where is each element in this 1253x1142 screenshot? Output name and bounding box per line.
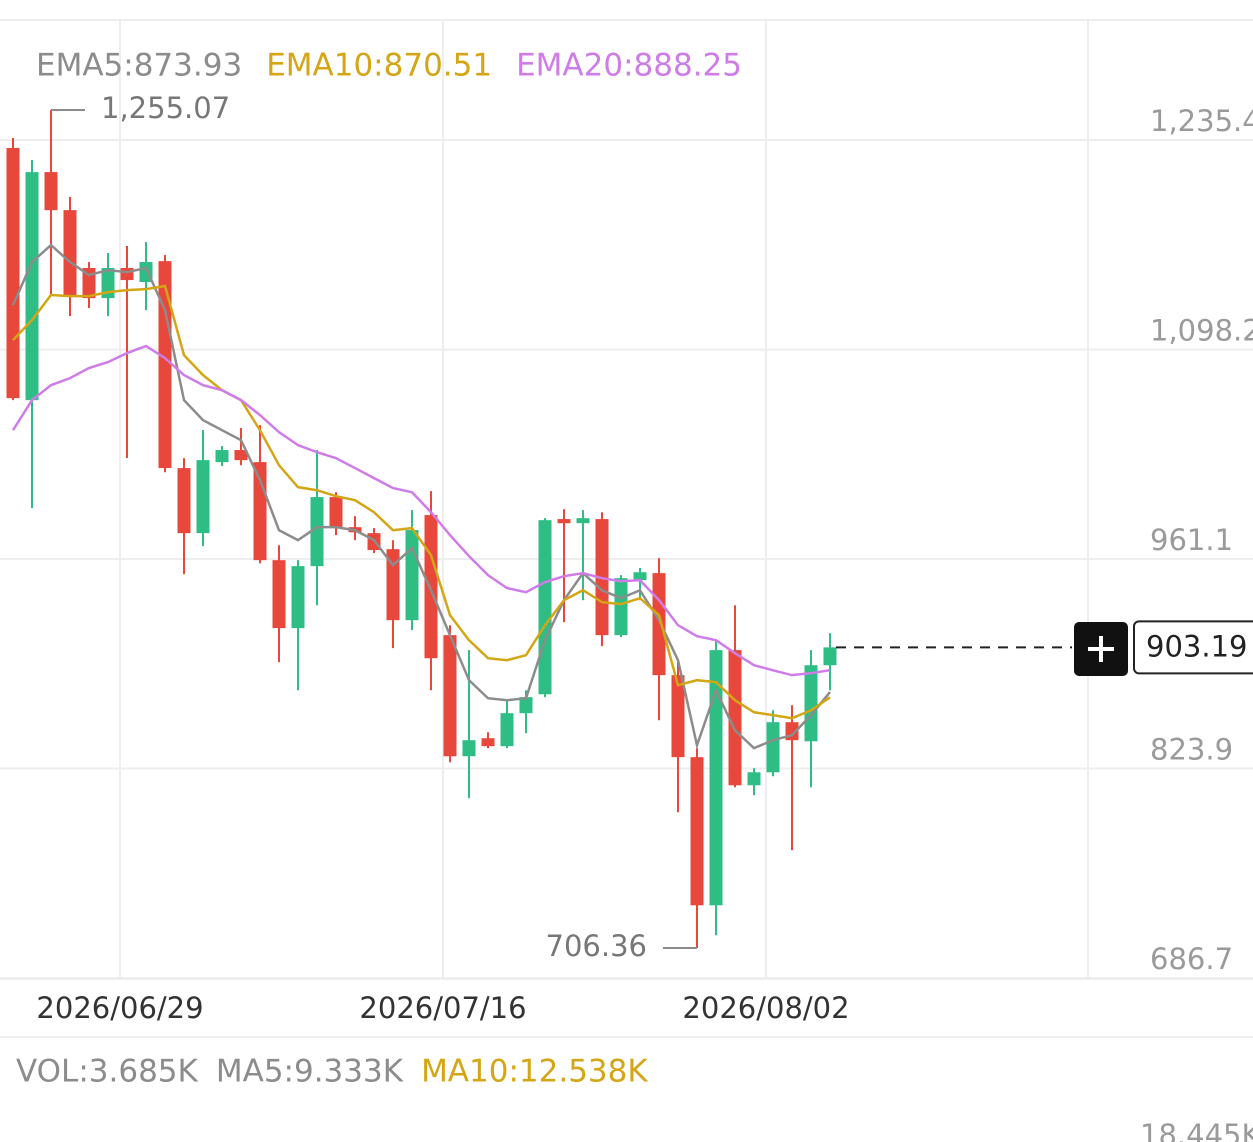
candle-body — [709, 650, 723, 906]
candle-body — [63, 210, 77, 296]
volume-legend-entry: MA10:12.538K — [421, 1054, 648, 1090]
x-tick-label: 2026/06/29 — [36, 991, 203, 1025]
candle-body — [747, 772, 761, 786]
candle-body — [120, 268, 134, 281]
candle-body — [329, 497, 343, 529]
candle-body — [671, 675, 685, 758]
candle-body — [215, 450, 229, 463]
candle-body — [196, 460, 210, 534]
candle-body — [158, 261, 172, 469]
y-tick-label: 823.9 — [1150, 732, 1233, 766]
y-tick-label: 1,235.4 — [1150, 104, 1253, 138]
candle-body — [310, 497, 324, 567]
volume-tick-label: 18.445K — [1140, 1118, 1253, 1142]
volume-legend-entry: MA5:9.333K — [216, 1054, 404, 1090]
candle-body — [405, 530, 419, 621]
candle-body — [614, 578, 628, 636]
plot-area: 1,235.4 1,098.2 961.1 823.9 686.7 2026/06/29 2… — [0, 20, 1253, 1142]
candle-body — [424, 515, 438, 659]
last-price-label: 903.19 — [1146, 629, 1247, 663]
candle-body — [519, 697, 533, 714]
ema-line — [12, 284, 831, 720]
candle-body — [557, 519, 571, 524]
candle-body — [633, 572, 647, 581]
candle-body — [272, 560, 286, 629]
candle-body — [538, 520, 552, 695]
candle-body — [291, 566, 305, 629]
candle-body — [804, 665, 818, 742]
candle-body — [728, 650, 742, 786]
volume-legend-entry: VOL:3.685K — [16, 1054, 199, 1090]
candle-body — [690, 757, 704, 906]
y-tick-label: 1,098.2 — [1150, 314, 1253, 348]
last-price-box — [1133, 620, 1253, 675]
candle-body — [500, 713, 514, 747]
x-tick-label: 2026/07/16 — [359, 991, 526, 1025]
annotation-label: 706.36 — [546, 929, 647, 963]
legend-entry: EMA10:870.51 — [266, 48, 492, 84]
candle-body — [25, 172, 39, 401]
candle-body — [576, 518, 590, 524]
candle-body — [443, 635, 457, 757]
candle-body — [253, 462, 267, 561]
legend-entry: EMA20:888.25 — [516, 48, 742, 84]
candle-body — [82, 268, 96, 299]
candle-body — [823, 647, 837, 666]
plus-icon — [1088, 636, 1114, 662]
ema-line — [11, 243, 831, 750]
annotation-label: 1,255.07 — [101, 91, 230, 125]
candle-body — [177, 468, 191, 534]
add-button[interactable] — [1074, 622, 1128, 676]
candle-body — [234, 450, 248, 461]
x-tick-label: 2026/08/02 — [682, 991, 849, 1025]
candle-body — [481, 738, 495, 747]
candle-body — [44, 172, 58, 211]
candle-body — [766, 722, 780, 773]
y-tick-label: 961.1 — [1150, 523, 1233, 557]
candle-body — [462, 740, 476, 757]
y-tick-label: 686.7 — [1150, 942, 1233, 976]
ema-line — [11, 344, 831, 677]
candle-body — [386, 549, 400, 621]
legend-entry: EMA5:873.93 — [36, 48, 242, 84]
candle-body — [652, 573, 666, 676]
candle-body — [6, 147, 20, 399]
